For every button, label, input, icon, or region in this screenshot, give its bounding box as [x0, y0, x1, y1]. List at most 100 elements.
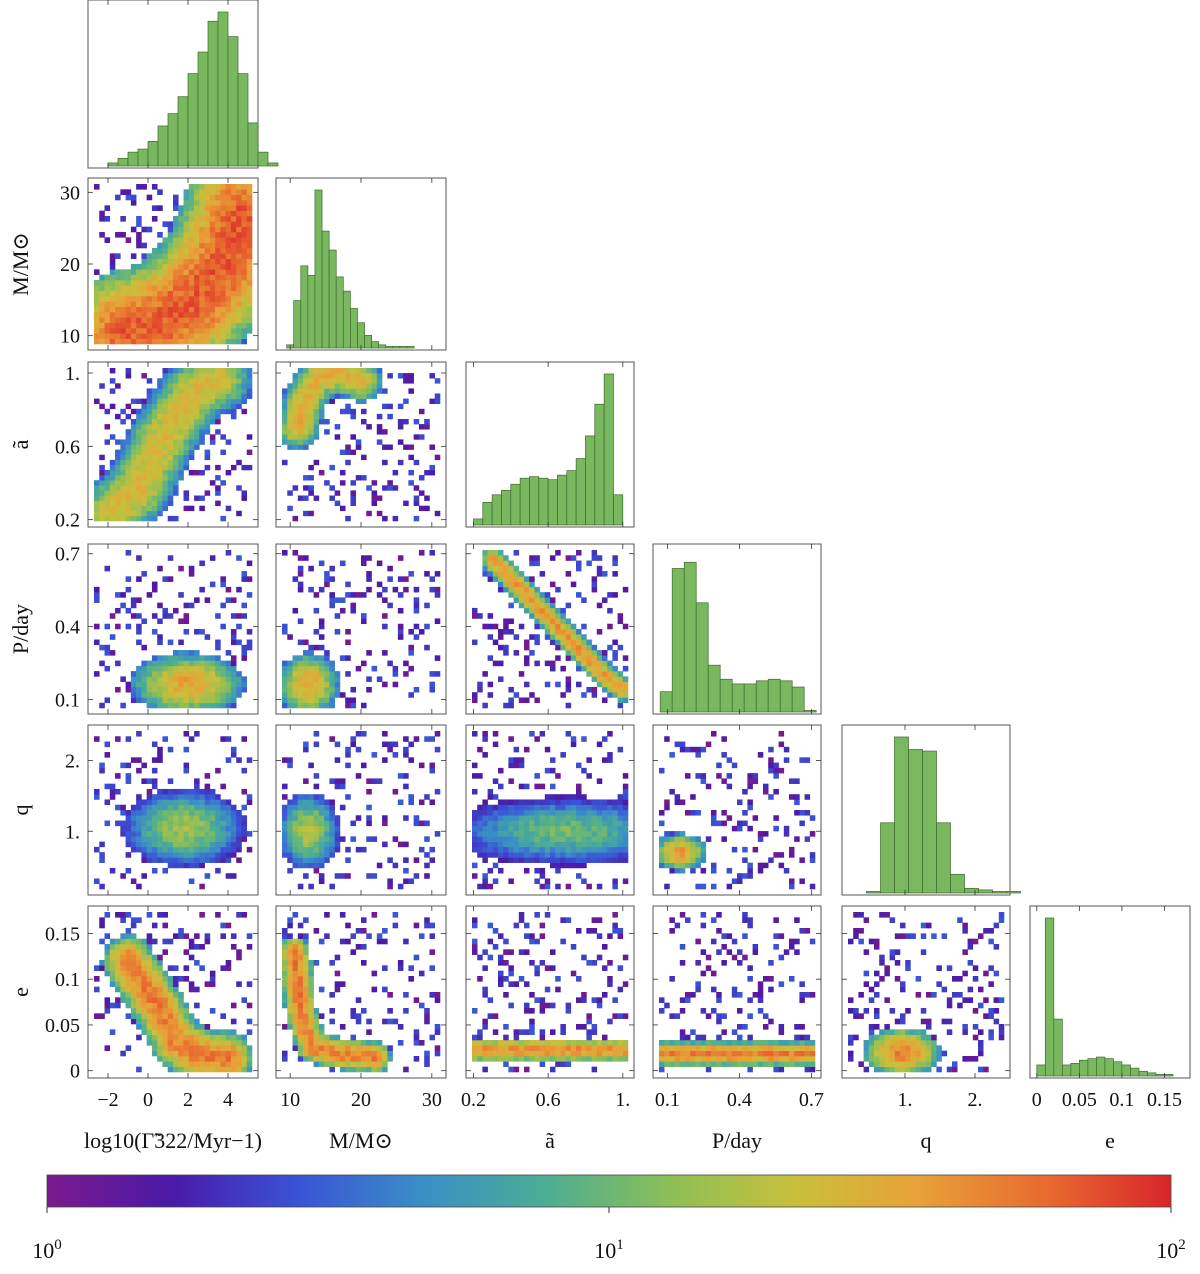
density-cell [345, 1045, 351, 1051]
density-cell [524, 1040, 530, 1046]
density-cell [293, 981, 299, 987]
density-cell [623, 821, 629, 827]
density-cell [152, 976, 158, 982]
density-cell [126, 470, 132, 475]
density-cell [282, 987, 288, 993]
density-cell [94, 328, 100, 334]
density-cell [356, 997, 362, 1003]
density-cell [403, 587, 409, 593]
density-cell [194, 323, 200, 329]
density-cell [141, 778, 147, 784]
density-cell [361, 613, 367, 619]
density-cell [282, 965, 288, 971]
density-cell [403, 399, 409, 404]
density-cell [545, 831, 551, 837]
density-cell [210, 842, 216, 848]
density-cell [602, 810, 608, 816]
density-cell [571, 852, 577, 858]
density-cell [147, 394, 153, 399]
density-cell [215, 465, 221, 470]
density-cell [607, 624, 613, 630]
density-cell [147, 429, 153, 434]
density-cell [184, 703, 190, 709]
density-cell [571, 831, 577, 837]
density-cell [408, 878, 414, 884]
density-cell [477, 1051, 483, 1057]
density-cell [173, 465, 179, 470]
density-cell [162, 1051, 168, 1057]
density-cell [597, 742, 603, 748]
density-cell [184, 429, 190, 434]
density-cell [303, 445, 309, 450]
density-cell [220, 799, 226, 805]
density-cell [664, 847, 670, 853]
density-cell [152, 450, 158, 455]
density-cell [157, 429, 163, 434]
density-cell [319, 1056, 325, 1062]
density-cell [287, 1008, 293, 1014]
density-cell [199, 221, 205, 227]
density-cell [220, 826, 226, 832]
density-cell [581, 852, 587, 858]
density-cell [189, 1035, 195, 1041]
density-cell [519, 852, 525, 858]
density-cell [205, 216, 211, 222]
density-cell [576, 629, 582, 635]
density-cell [194, 671, 200, 677]
density-cell [210, 682, 216, 688]
density-cell [184, 307, 190, 313]
density-cell [173, 264, 179, 270]
density-cell [226, 836, 232, 842]
density-cell [115, 912, 121, 918]
density-cell [147, 301, 153, 307]
density-cell [178, 434, 184, 439]
density-cell [115, 195, 121, 201]
density-cell [152, 815, 158, 821]
density-cell [120, 949, 126, 955]
density-cell [607, 757, 613, 763]
density-cell [607, 810, 613, 816]
density-cell [194, 205, 200, 211]
density-cell [356, 1045, 362, 1051]
density-cell [534, 634, 540, 640]
density-cell [241, 323, 247, 329]
density-cell [361, 373, 367, 378]
density-cell [189, 269, 195, 275]
density-cell [482, 731, 488, 737]
density-cell [141, 815, 147, 821]
density-cell [205, 259, 211, 265]
histogram-bar [923, 751, 937, 893]
density-cell [308, 810, 314, 816]
density-cell [414, 1056, 420, 1062]
density-cell [597, 555, 603, 561]
density-cell [226, 323, 232, 329]
density-cell [602, 571, 608, 577]
density-cell [141, 264, 147, 270]
density-cell [287, 434, 293, 439]
density-cell [571, 742, 577, 748]
density-cell [173, 280, 179, 286]
density-cell [115, 414, 121, 419]
density-cell [287, 634, 293, 640]
density-cell [524, 805, 530, 811]
density-cell [152, 317, 158, 323]
density-cell [303, 511, 309, 516]
density-cell [141, 687, 147, 693]
density-cell [298, 429, 304, 434]
density-cell [178, 333, 184, 339]
density-cell [178, 312, 184, 318]
histogram-M [276, 178, 446, 350]
density-cell [157, 992, 163, 998]
density-cell [555, 868, 561, 874]
density-cell [152, 742, 158, 748]
density-cell [141, 661, 147, 667]
density-cell [215, 378, 221, 383]
density-cell [372, 1067, 378, 1073]
density-cell [157, 328, 163, 334]
density-cell [236, 205, 242, 211]
density-cell [173, 1056, 179, 1062]
density-cell [414, 634, 420, 640]
density-cell [99, 216, 105, 222]
density-cell [141, 671, 147, 677]
density-cell [477, 1040, 483, 1046]
